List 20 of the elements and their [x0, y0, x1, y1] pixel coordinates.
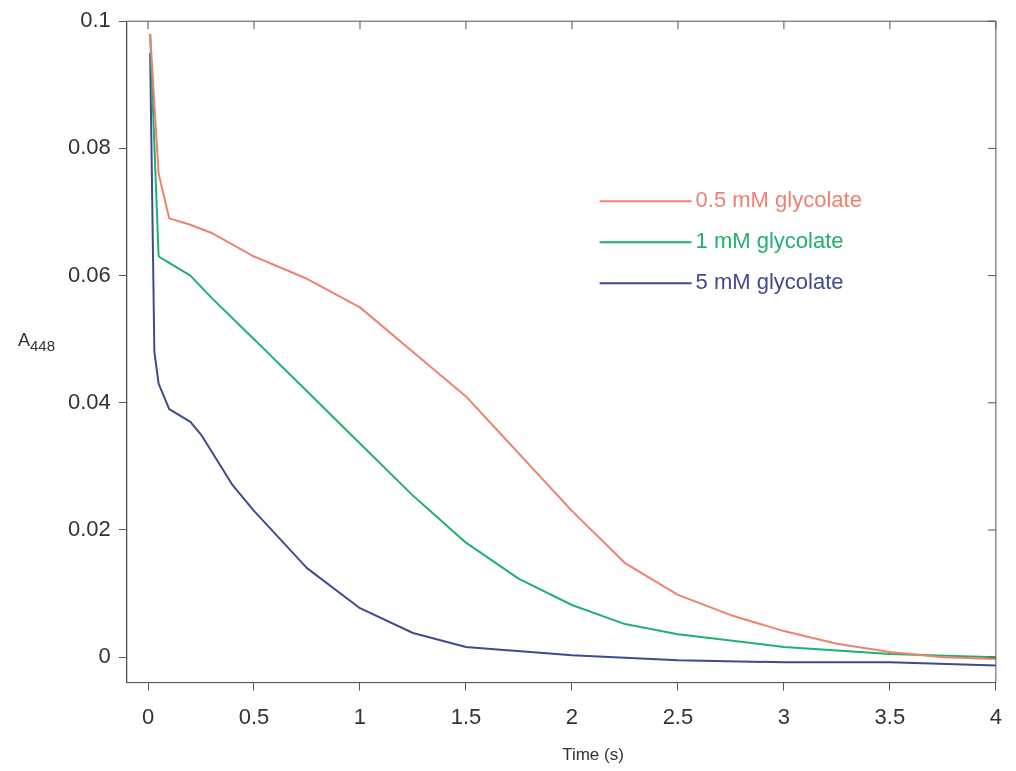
y-tick-label: 0.1 — [80, 7, 111, 33]
y-tick-label: 0.06 — [67, 261, 111, 287]
y-tick-label: 0.02 — [67, 516, 111, 542]
x-tick-label: 3 — [777, 703, 791, 729]
x-tick-label: 0.5 — [238, 703, 270, 729]
x-tick-label: 0 — [141, 703, 155, 729]
y-axis-title: A$_{448}$ — [18, 330, 56, 354]
y-tick-label: 0 — [98, 643, 111, 669]
y-tick-label: 0.04 — [67, 388, 111, 414]
x-tick-label: 2 — [565, 703, 579, 729]
x-tick-label: 2.5 — [662, 703, 694, 729]
x-tick-label: 4 — [989, 703, 1003, 729]
legend-label: 0.5 mM glycolate — [695, 187, 862, 213]
x-axis-title: Time (s) — [561, 745, 625, 765]
x-tick-label: 3.5 — [874, 703, 906, 729]
y-tick-label: 0.08 — [67, 134, 111, 160]
x-tick-label: 1.5 — [450, 703, 482, 729]
x-tick-label: 1 — [353, 703, 367, 729]
legend-label: 5 mM glycolate — [695, 269, 844, 295]
legend-label: 1 mM glycolate — [695, 228, 844, 254]
